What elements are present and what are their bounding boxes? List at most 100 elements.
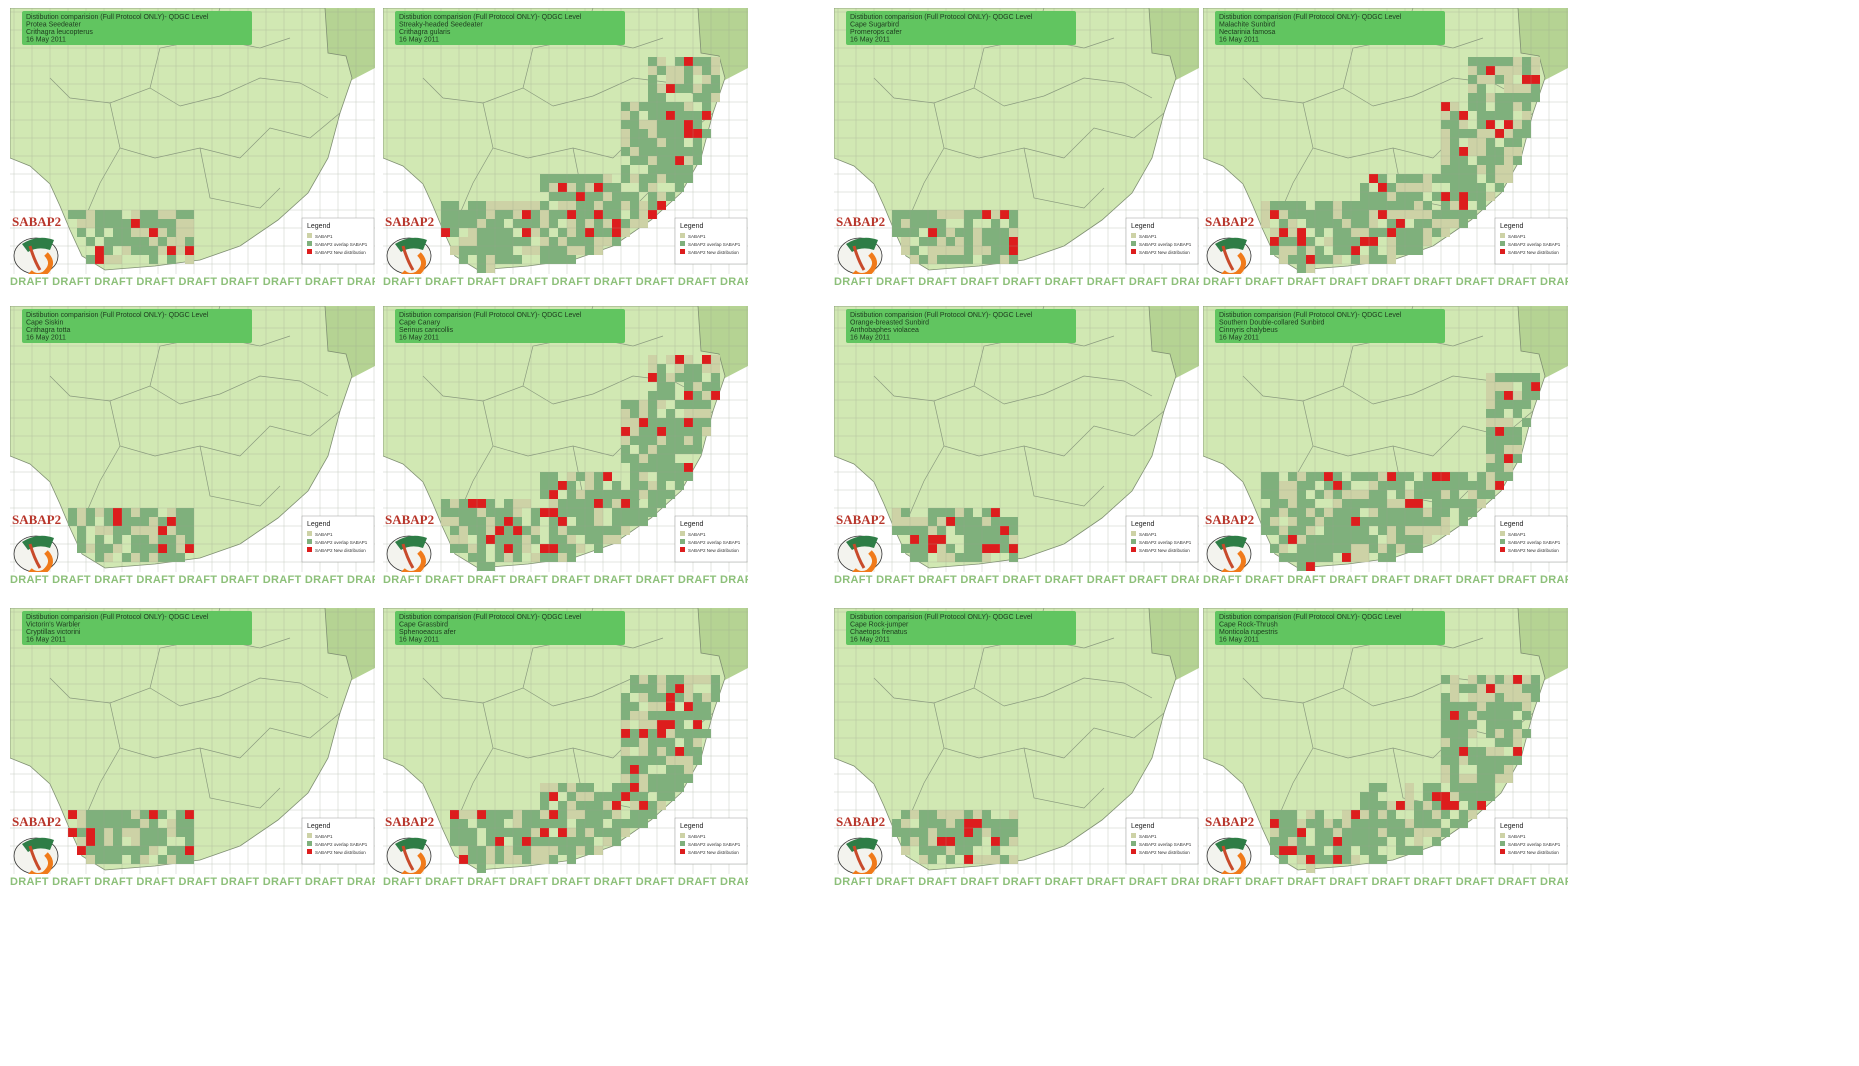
grid-cell [648, 84, 657, 93]
grid-cell [928, 228, 937, 237]
grid-cell [95, 219, 104, 228]
grid-cell [648, 120, 657, 129]
grid-cell [149, 508, 158, 517]
grid-cell [630, 774, 639, 783]
grid-cell [1423, 828, 1432, 837]
grid-cell [666, 720, 675, 729]
grid-cell [1495, 129, 1504, 138]
grid-cell [1360, 255, 1369, 264]
grid-cell [639, 210, 648, 219]
grid-cell [1513, 93, 1522, 102]
grid-cell [639, 729, 648, 738]
grid-cell [495, 526, 504, 535]
grid-cell [1513, 747, 1522, 756]
grid-cell [630, 499, 639, 508]
grid-cell [1261, 517, 1270, 526]
legend-item-label: SABAP2 overlap SABAP1 [1139, 842, 1192, 847]
grid-cell [1396, 517, 1405, 526]
border-line [1277, 747, 1314, 819]
grid-cell [1468, 57, 1477, 66]
sabap2-logo: SABAP2 [836, 214, 885, 279]
grid-cell [639, 792, 648, 801]
grid-cell [1306, 264, 1315, 273]
grid-cell [1279, 544, 1288, 553]
grid-cell [1261, 481, 1270, 490]
grid-cell [675, 747, 684, 756]
grid-cell [1279, 855, 1288, 864]
grid-cell [1450, 738, 1459, 747]
grid-cell [639, 819, 648, 828]
grid-cell [558, 783, 567, 792]
grid-cell [648, 747, 657, 756]
border-line [179, 375, 329, 405]
grid-cell [585, 508, 594, 517]
grid-cell [513, 526, 522, 535]
grid-cell [576, 192, 585, 201]
grid-cell [1495, 774, 1504, 783]
grid-cell [1495, 57, 1504, 66]
legend-item-label: SABAP1 [688, 532, 706, 537]
grid-cell [1441, 111, 1450, 120]
grid-cell [1495, 445, 1504, 454]
grid-cell [504, 210, 513, 219]
grid-cell [946, 855, 955, 864]
legend-title: Legend [680, 223, 703, 230]
grid-cell [1513, 445, 1522, 454]
grid-cell [149, 210, 158, 219]
grid-cell [1288, 210, 1297, 219]
grid-cell [1378, 553, 1387, 562]
grid-cell [955, 846, 964, 855]
distribution-map-panel: Distibution comparision (Full Protocol O… [383, 306, 748, 586]
grid-cell [513, 810, 522, 819]
grid-cell [648, 400, 657, 409]
grid-cell [1387, 828, 1396, 837]
species-scientific-name: Serinus canicollis [399, 327, 454, 334]
grid-cell [1342, 828, 1351, 837]
presence-cells [892, 210, 1018, 264]
grid-cell [684, 711, 693, 720]
grid-cell [1441, 828, 1450, 837]
grid-cell [657, 472, 666, 481]
grid-cell [1279, 553, 1288, 562]
grid-cell [1450, 711, 1459, 720]
grid-cell [666, 711, 675, 720]
grid-cell [113, 837, 122, 846]
grid-cell [910, 810, 919, 819]
grid-cell [603, 801, 612, 810]
grid-cell [1369, 801, 1378, 810]
grid-cell [973, 810, 982, 819]
grid-cell [1513, 373, 1522, 382]
grid-cell [1351, 508, 1360, 517]
legend-swatch [307, 249, 312, 254]
grid-cell [675, 675, 684, 684]
legend-item-label: SABAP1 [1508, 532, 1526, 537]
map-date: 16 May 2011 [26, 335, 66, 342]
grid-cell [946, 837, 955, 846]
grid-cell [1414, 228, 1423, 237]
grid-cell [140, 855, 149, 864]
grid-cell [1378, 526, 1387, 535]
grid-cell [621, 201, 630, 210]
grid-cell [1459, 472, 1468, 481]
grid-cell [901, 237, 910, 246]
grid-cell [964, 837, 973, 846]
grid-cell [657, 174, 666, 183]
grid-cell [486, 855, 495, 864]
grid-cell [86, 255, 95, 264]
grid-cell [1297, 490, 1306, 499]
grid-cell [675, 120, 684, 129]
grid-cell [946, 508, 955, 517]
grid-cell [504, 846, 513, 855]
grid-cell [1432, 481, 1441, 490]
grid-cell [1531, 693, 1540, 702]
grid-cell [585, 192, 594, 201]
logo-text: SABAP2 [1205, 512, 1254, 527]
grid-cell [1279, 228, 1288, 237]
grid-cell [666, 729, 675, 738]
grid-cell [1009, 517, 1018, 526]
grid-cell [567, 255, 576, 264]
grid-cell [621, 828, 630, 837]
grid-cell [113, 819, 122, 828]
grid-cell [549, 810, 558, 819]
grid-cell [1504, 436, 1513, 445]
